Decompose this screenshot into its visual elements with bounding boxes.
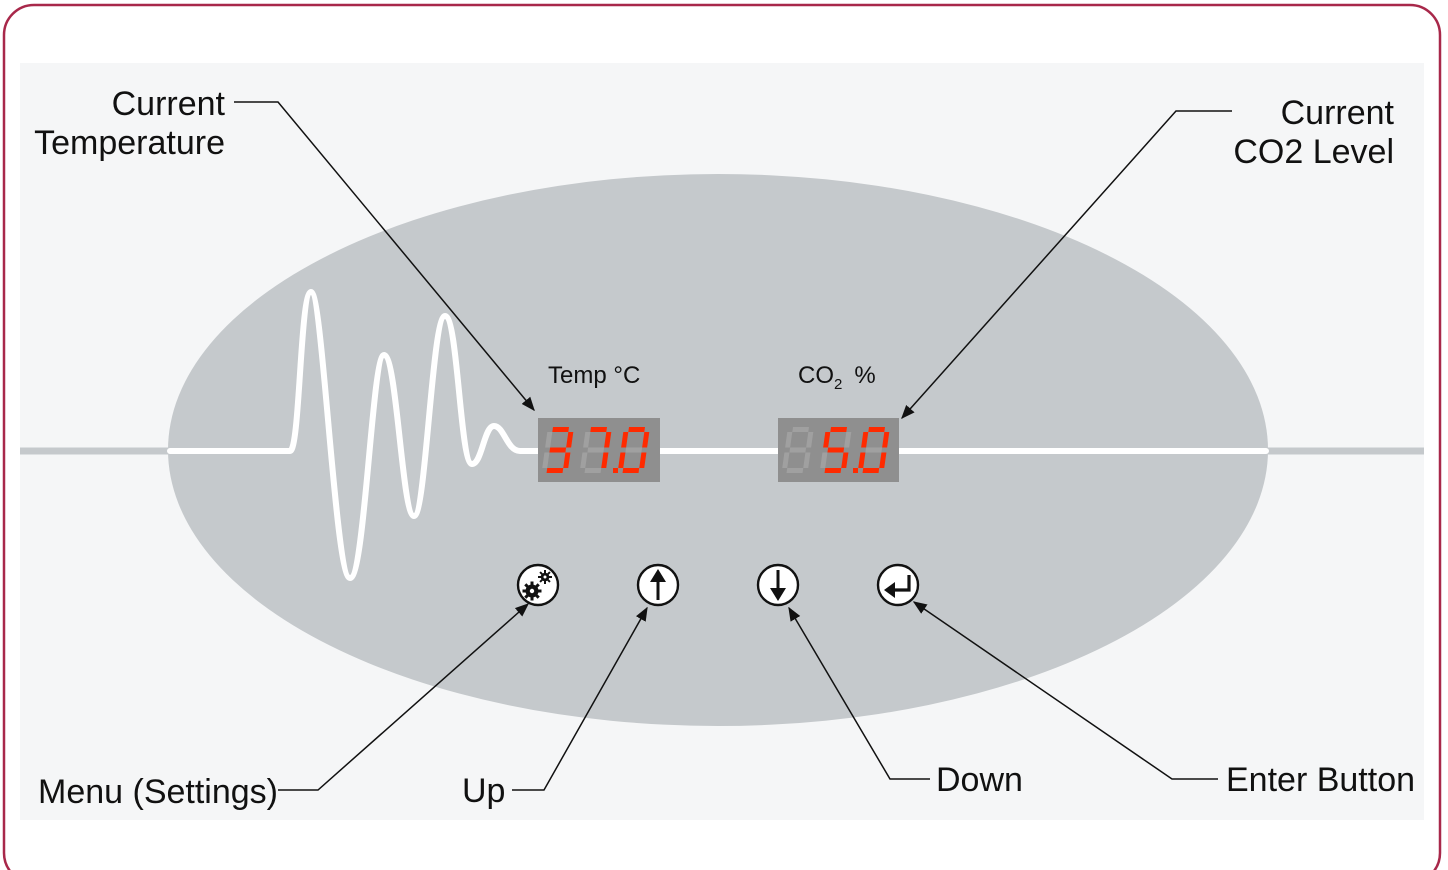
segment: [868, 427, 885, 432]
segment: [549, 447, 567, 453]
callout-current-co2-line2: CO2 Level: [1233, 133, 1394, 171]
segment: [621, 432, 629, 448]
segment: [824, 468, 842, 473]
seven-segment-digit: [580, 427, 612, 473]
segment: [566, 432, 574, 448]
segment: [563, 452, 571, 468]
segment: [786, 468, 804, 473]
callout-current-temperature-line2: Temperature: [34, 124, 225, 162]
down-button[interactable]: [756, 563, 800, 607]
segment: [580, 452, 588, 468]
segment: [552, 427, 569, 432]
segment: [806, 432, 814, 448]
callout-current-co2-line1: Current: [1281, 94, 1395, 132]
segment: [844, 432, 852, 448]
decimal-point: [613, 468, 618, 473]
leader-current-co2: [901, 110, 1232, 420]
co2-label: CO2%: [798, 362, 876, 393]
arrow-down-icon: [770, 570, 786, 601]
segment: [820, 452, 828, 468]
decimal-point: [853, 468, 858, 473]
seven-segment-digit: [782, 427, 814, 473]
co2-digits: [782, 427, 890, 473]
callout-menu: Menu (Settings): [38, 773, 278, 811]
gears-icon: [522, 570, 552, 601]
segment: [618, 452, 626, 468]
leader-up: [512, 606, 648, 791]
segment: [841, 452, 849, 468]
segment: [882, 432, 890, 448]
segment: [827, 447, 845, 453]
leader-menu: [278, 603, 530, 791]
segment: [782, 452, 790, 468]
callout-up: Up: [462, 772, 505, 810]
segment: [639, 452, 647, 468]
temperature-digits: [542, 427, 650, 473]
segment: [628, 427, 645, 432]
segment: [584, 468, 602, 473]
arrow-up-icon: [650, 569, 666, 600]
segment: [583, 432, 591, 448]
segment: [545, 432, 553, 448]
wave-trace: [167, 289, 1269, 581]
leader-enter: [912, 601, 1218, 780]
segment: [587, 447, 605, 453]
temperature-display: [538, 418, 660, 482]
segment: [830, 427, 847, 432]
segment: [785, 432, 793, 448]
callout-current-temperature-line1: Current: [112, 85, 226, 123]
segment: [792, 427, 809, 432]
segment: [546, 468, 564, 473]
segment: [590, 427, 607, 432]
segment: [823, 432, 831, 448]
segment: [542, 452, 550, 468]
segment: [862, 468, 880, 473]
segment: [803, 452, 811, 468]
leader-current-temperature: [234, 101, 535, 412]
segment: [865, 447, 883, 453]
segment: [622, 468, 640, 473]
segment: [789, 447, 807, 453]
enter-button[interactable]: [876, 563, 920, 607]
enter-return-icon: [884, 575, 911, 598]
seven-segment-digit: [618, 427, 650, 473]
leader-down: [788, 606, 930, 780]
menu-button[interactable]: [516, 563, 560, 607]
segment: [858, 452, 866, 468]
seven-segment-digit: [858, 427, 890, 473]
segment: [879, 452, 887, 468]
segment: [642, 432, 650, 448]
co2-display: [778, 418, 899, 482]
up-button[interactable]: [636, 563, 680, 607]
seven-segment-digit: [542, 427, 574, 473]
segment: [861, 432, 869, 448]
callout-enter: Enter Button: [1226, 761, 1415, 799]
temp-label: Temp °C: [548, 362, 640, 389]
segment: [625, 447, 643, 453]
segment: [601, 452, 609, 468]
seven-segment-digit: [820, 427, 852, 473]
callout-down: Down: [936, 761, 1023, 799]
segment: [604, 432, 612, 448]
